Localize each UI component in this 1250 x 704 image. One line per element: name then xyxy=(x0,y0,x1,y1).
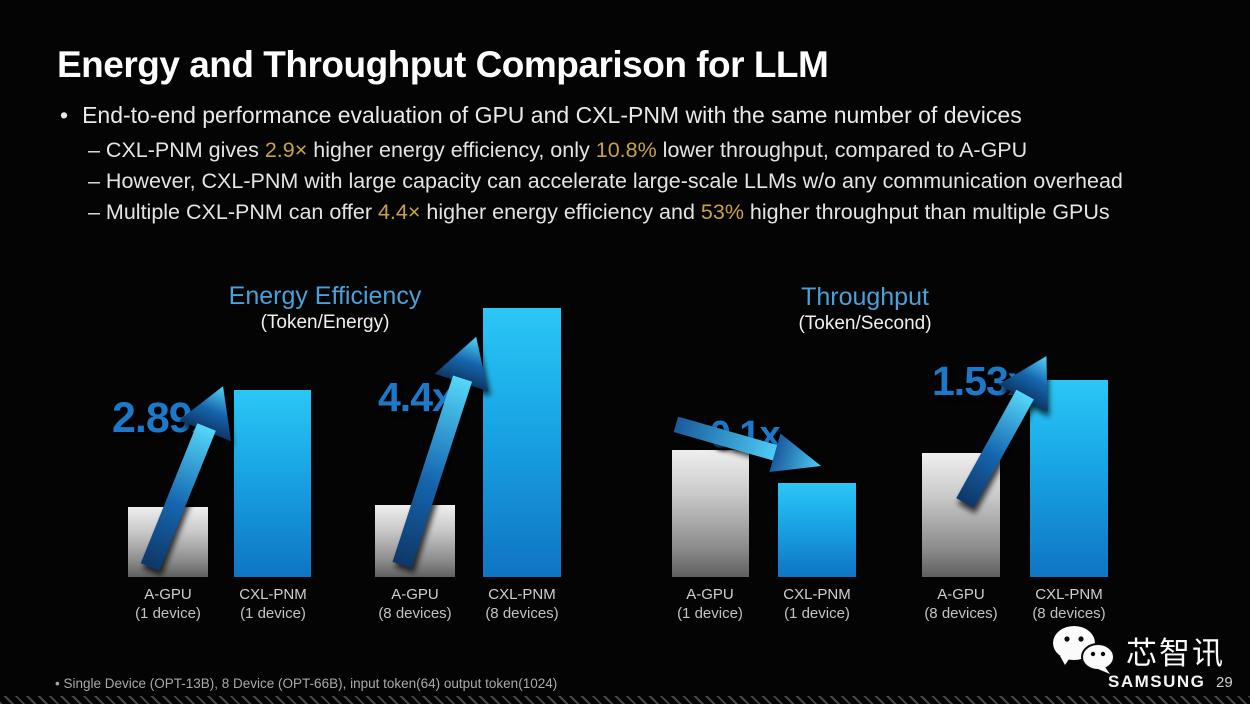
bar-label-energy-cxlpnm-8dev: CXL-PNM (8 devices) xyxy=(472,585,572,623)
chart-title-throughput: Throughput xyxy=(801,283,929,311)
bullet-sub-2: – However, CXL-PNM with large capacity c… xyxy=(88,169,1123,193)
bar-label-devices: (1 device) xyxy=(240,605,306,622)
bar-label-devices: (8 devices) xyxy=(924,605,998,622)
bullet-main-text: End-to-end performance evaluation of GPU… xyxy=(82,102,1022,128)
bar-throughput-cxlpnm-8dev xyxy=(1030,380,1108,577)
bar-label-name: A-GPU xyxy=(937,586,985,603)
bar-energy-cxlpnm-8dev xyxy=(483,308,561,577)
bar-label-name: A-GPU xyxy=(391,586,439,603)
bar-label-throughput-cxlpnm-1dev: CXL-PNM (1 device) xyxy=(767,585,867,623)
watermark: 芯智讯 xyxy=(1050,624,1225,676)
bullet-sub-3-highlight-ratio: 4.4× xyxy=(377,200,421,224)
bullet-sub-1-highlight-ratio: 2.9× xyxy=(264,138,308,162)
footnote: • Single Device (OPT-13B), 8 Device (OPT… xyxy=(55,676,558,691)
chart-subtitle-throughput: (Token/Second) xyxy=(798,313,932,334)
page-number: 29 xyxy=(1216,674,1233,691)
bar-label-name: CXL-PNM xyxy=(239,586,307,603)
decline-arrow-icon xyxy=(673,416,822,472)
bar-label-devices: (8 devices) xyxy=(485,605,559,622)
bullet-sub-1: – CXL-PNM gives 2.9× higher energy effic… xyxy=(88,138,1228,163)
bar-label-throughput-agpu-1dev: A-GPU (1 device) xyxy=(660,585,760,623)
bar-label-name: CXL-PNM xyxy=(783,586,851,603)
bullet-marker: • xyxy=(60,102,69,128)
bar-energy-cxlpnm-1dev xyxy=(234,390,311,577)
bullet-main: • End-to-end performance evaluation of GP… xyxy=(60,102,1210,129)
bar-label-energy-agpu-8dev: A-GPU (8 devices) xyxy=(365,585,465,623)
bullet-sub-1-post: lower throughput, compared to A-GPU xyxy=(656,138,1028,162)
bar-label-devices: (1 device) xyxy=(677,605,743,622)
chart-title-energy-efficiency: Energy Efficiency xyxy=(228,282,422,310)
watermark-text: 芯智讯 xyxy=(1126,635,1225,671)
bar-label-devices: (1 device) xyxy=(784,605,850,622)
bullet-sub-3-mid: higher energy efficiency and xyxy=(420,200,701,224)
bullet-sub-1-mid: higher energy efficiency, only xyxy=(307,138,596,162)
bullet-sub-3: – Multiple CXL-PNM can offer 4.4× higher… xyxy=(88,200,1228,225)
wechat-icon xyxy=(1053,626,1115,674)
bar-label-energy-cxlpnm-1dev: CXL-PNM (1 device) xyxy=(223,585,323,623)
bottom-stripe-decoration xyxy=(0,696,1250,704)
bar-label-throughput-agpu-8dev: A-GPU (8 devices) xyxy=(911,585,1011,623)
page-title: Energy and Throughput Comparison for LLM xyxy=(57,44,829,85)
chart-subtitle-energy-efficiency: (Token/Energy) xyxy=(260,312,390,333)
bar-throughput-cxlpnm-1dev xyxy=(778,483,856,577)
bar-label-name: A-GPU xyxy=(144,586,192,603)
growth-arrow-icon xyxy=(956,356,1048,508)
samsung-logo: SAMSUNG xyxy=(1108,672,1206,691)
bar-label-devices: (8 devices) xyxy=(1032,605,1106,622)
bar-label-name: A-GPU xyxy=(686,586,734,603)
bar-throughput-agpu-1dev xyxy=(672,450,749,577)
bar-label-name: CXL-PNM xyxy=(1035,586,1103,603)
bullet-sub-3-highlight-percent: 53% xyxy=(700,200,744,224)
bar-label-devices: (1 device) xyxy=(135,605,201,622)
bar-label-energy-agpu-1dev: A-GPU (1 device) xyxy=(118,585,218,623)
bar-label-name: CXL-PNM xyxy=(488,586,556,603)
bullet-sub-1-pre: – CXL-PNM gives xyxy=(88,138,265,162)
growth-arrow-icon xyxy=(392,336,488,569)
bar-label-devices: (8 devices) xyxy=(378,605,452,622)
bullet-sub-3-pre: – Multiple CXL-PNM can offer xyxy=(88,200,378,224)
bar-label-throughput-cxlpnm-8dev: CXL-PNM (8 devices) xyxy=(1019,585,1119,623)
growth-arrow-icon xyxy=(140,386,232,571)
bullet-sub-3-post: higher throughput than multiple GPUs xyxy=(743,200,1110,224)
bullet-sub-1-highlight-percent: 10.8% xyxy=(595,138,657,162)
